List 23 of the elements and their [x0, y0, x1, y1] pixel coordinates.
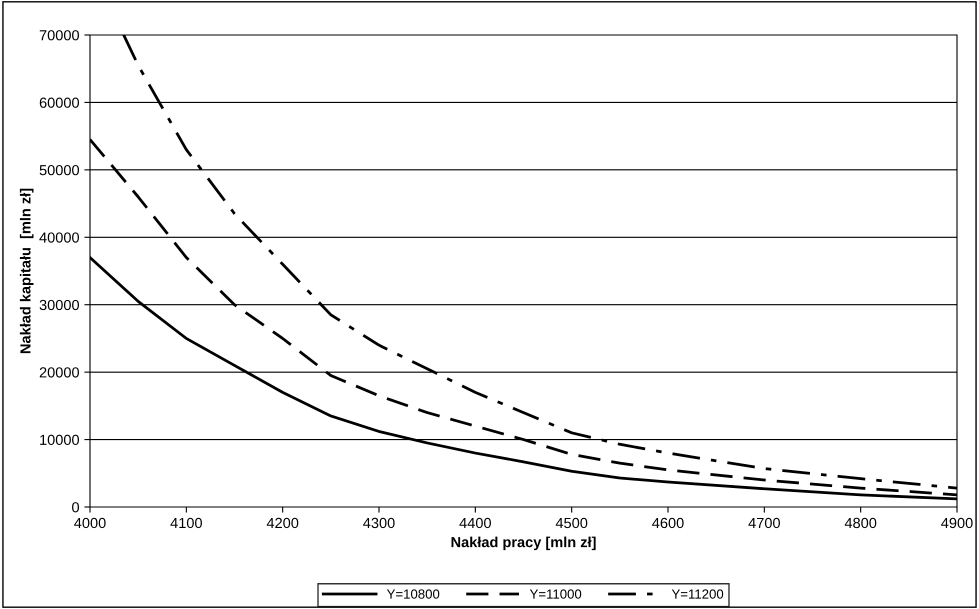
x-tick-label: 4300	[363, 518, 395, 528]
x-tick-label: 4700	[748, 518, 780, 528]
x-tick-label: 4400	[459, 518, 491, 528]
x-tick-label: 4000	[74, 518, 106, 528]
x-tick-label: 4800	[844, 518, 876, 528]
y-tick-label: 10000	[40, 434, 80, 445]
x-tick-label: 4600	[652, 518, 684, 528]
legend-label: Y=10800	[386, 589, 440, 599]
legend-label: Y=11200	[672, 589, 724, 599]
x-axis-title: Nakład pracy [mln zł]	[452, 536, 596, 550]
legend-label: Y=11000	[530, 589, 582, 599]
y-tick-label: 30000	[40, 300, 80, 310]
y-tick-label: 20000	[40, 367, 80, 378]
y-tick-label: 50000	[40, 164, 80, 176]
x-tick-label: 4200	[266, 518, 298, 528]
x-tick-label: 4900	[941, 518, 973, 528]
x-tick-label: 4100	[170, 518, 202, 528]
y-axis-title: Nakład kapitału [mln zł]	[20, 188, 34, 354]
y-tick-label: 70000	[40, 30, 80, 40]
y-tick-label: 60000	[40, 98, 80, 108]
x-tick-label: 4500	[556, 518, 588, 528]
y-tick-label: 40000	[39, 232, 80, 243]
y-tick-label: 0	[72, 502, 80, 512]
